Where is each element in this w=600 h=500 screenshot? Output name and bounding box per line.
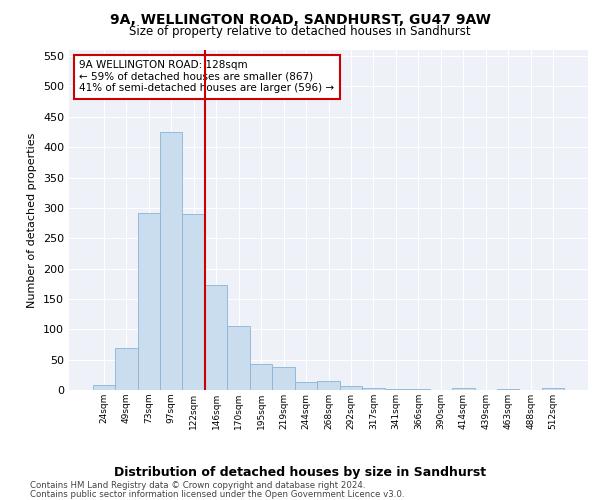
Bar: [385, 389, 407, 390]
Bar: [160, 132, 182, 390]
Bar: [227, 326, 250, 390]
Text: Size of property relative to detached houses in Sandhurst: Size of property relative to detached ho…: [129, 25, 471, 38]
Y-axis label: Number of detached properties: Number of detached properties: [28, 132, 37, 308]
Text: Distribution of detached houses by size in Sandhurst: Distribution of detached houses by size …: [114, 466, 486, 479]
Bar: [250, 364, 272, 390]
Bar: [115, 348, 137, 390]
Text: 9A, WELLINGTON ROAD, SANDHURST, GU47 9AW: 9A, WELLINGTON ROAD, SANDHURST, GU47 9AW: [110, 12, 490, 26]
Bar: [407, 389, 430, 390]
Bar: [542, 388, 565, 390]
Bar: [205, 285, 227, 390]
Text: Contains public sector information licensed under the Open Government Licence v3: Contains public sector information licen…: [30, 490, 404, 499]
Bar: [452, 388, 475, 390]
Bar: [92, 385, 115, 390]
Bar: [497, 389, 520, 390]
Bar: [295, 382, 317, 390]
Bar: [272, 367, 295, 390]
Bar: [137, 212, 160, 390]
Text: 9A WELLINGTON ROAD: 128sqm
← 59% of detached houses are smaller (867)
41% of sem: 9A WELLINGTON ROAD: 128sqm ← 59% of deta…: [79, 60, 335, 94]
Bar: [182, 214, 205, 390]
Text: Contains HM Land Registry data © Crown copyright and database right 2024.: Contains HM Land Registry data © Crown c…: [30, 481, 365, 490]
Bar: [362, 388, 385, 390]
Bar: [317, 381, 340, 390]
Bar: [340, 386, 362, 390]
